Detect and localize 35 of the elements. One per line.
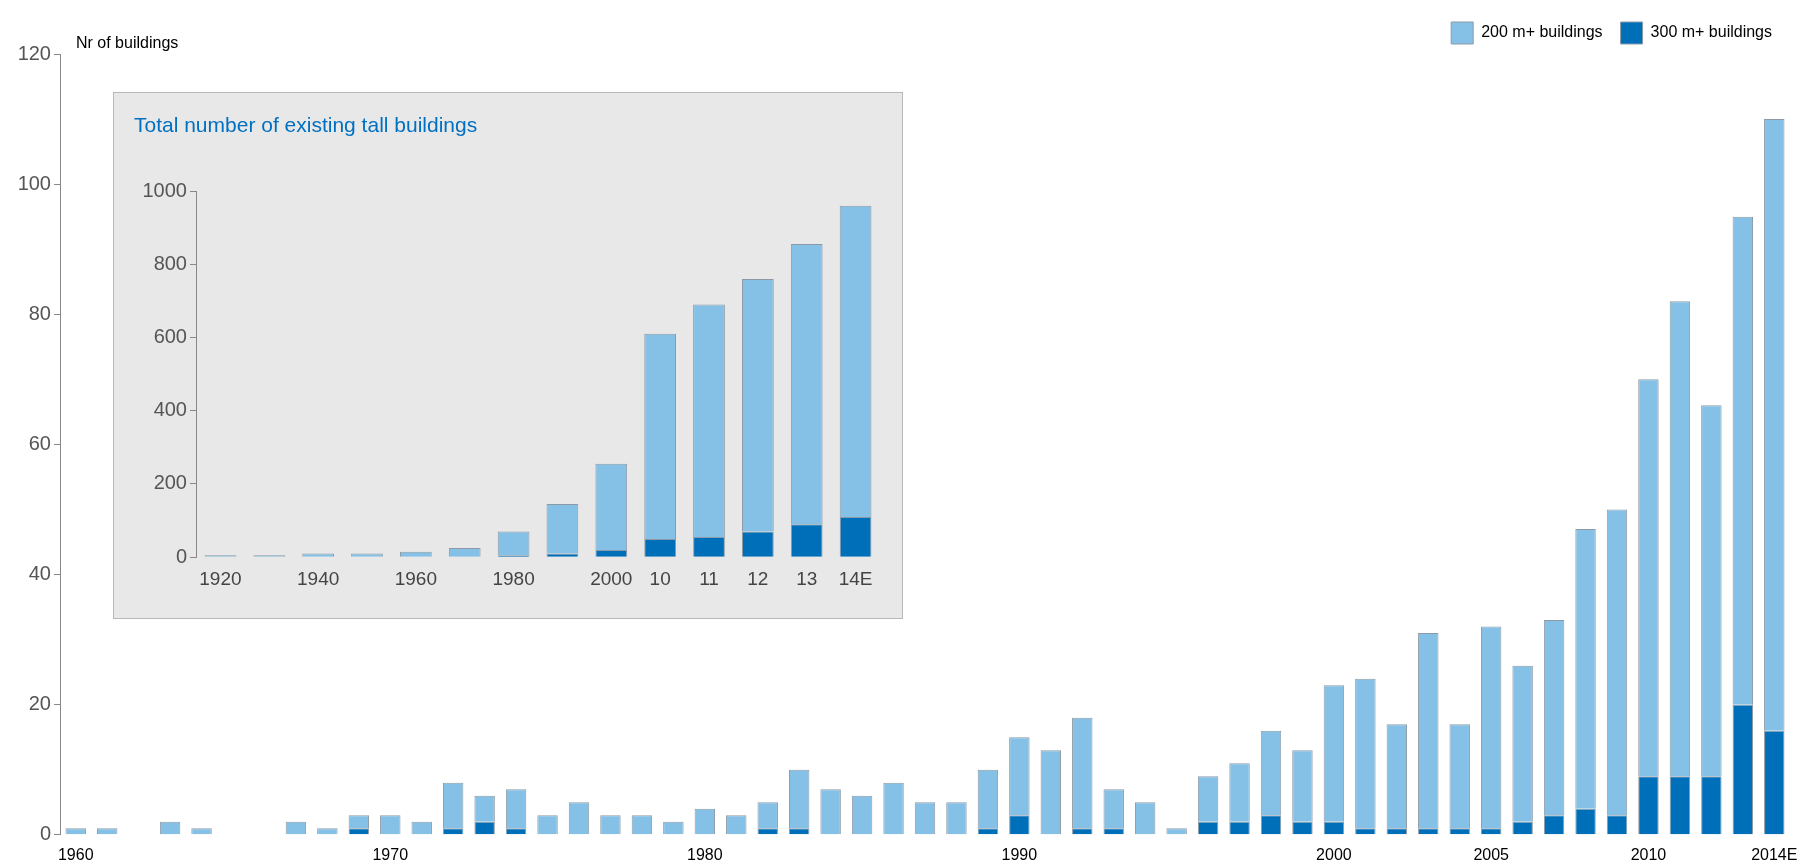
legend-label: 300 m+ buildings bbox=[1650, 23, 1773, 41]
y-tick-label: 200 bbox=[153, 471, 187, 494]
x-tick-label: 2010 bbox=[1630, 845, 1667, 863]
x-tick-label: 13 bbox=[796, 567, 818, 589]
y-tick-label: 100 bbox=[17, 171, 51, 194]
y-tick-label: 600 bbox=[153, 325, 187, 347]
y-tick-label: 60 bbox=[28, 431, 51, 454]
x-tick-label: 10 bbox=[649, 567, 671, 589]
legend-label: 200 m+ buildings bbox=[1481, 23, 1603, 41]
y-tick-label: 120 bbox=[17, 41, 51, 64]
x-tick-label: 11 bbox=[699, 567, 719, 589]
x-tick-label: 1980 bbox=[492, 567, 535, 589]
x-tick-label: 2000 bbox=[590, 567, 633, 589]
x-tick-label: 1960 bbox=[57, 845, 94, 863]
chart-title: Total number of existing tall buildings bbox=[134, 113, 478, 137]
y-tick-label: 80 bbox=[28, 301, 51, 324]
y-tick-label: 0 bbox=[39, 822, 51, 845]
y-tick-label: 40 bbox=[28, 562, 51, 585]
x-tick-label: 14E bbox=[838, 567, 873, 589]
x-tick-label: 1960 bbox=[394, 567, 437, 589]
x-tick-label: 1990 bbox=[1001, 845, 1038, 863]
y-tick-label: 20 bbox=[28, 692, 51, 715]
y-tick-label: 1000 bbox=[142, 178, 187, 201]
x-tick-label: 2014E bbox=[1751, 845, 1798, 863]
x-tick-label: 1970 bbox=[372, 845, 409, 863]
y-axis-title: Nr of buildings bbox=[76, 34, 179, 52]
y-tick-label: 800 bbox=[153, 251, 187, 274]
x-tick-label: 2005 bbox=[1473, 845, 1510, 863]
x-tick-label: 1920 bbox=[199, 567, 242, 589]
x-tick-label: 12 bbox=[747, 567, 769, 589]
x-tick-label: 1980 bbox=[687, 845, 723, 863]
y-tick-label: 0 bbox=[175, 544, 187, 567]
y-tick-label: 400 bbox=[153, 398, 187, 421]
x-tick-label: 1940 bbox=[297, 567, 340, 589]
x-tick-label: 2000 bbox=[1316, 845, 1352, 863]
